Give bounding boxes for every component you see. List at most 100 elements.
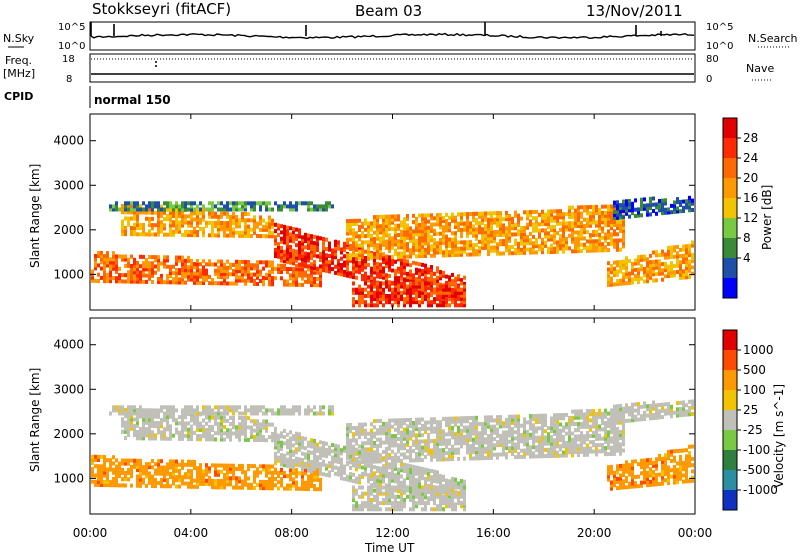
heatmap-cell	[166, 465, 169, 470]
heatmap-cell	[298, 435, 301, 440]
heatmap-cell	[400, 446, 403, 451]
heatmap-cell	[253, 218, 256, 223]
heatmap-cell	[172, 465, 175, 470]
heatmap-cell	[418, 420, 421, 425]
heatmap-cell	[304, 273, 307, 278]
heatmap-cell	[253, 422, 256, 427]
heatmap-cell	[244, 416, 247, 420]
heatmap-cell	[151, 477, 154, 482]
heatmap-cell	[397, 473, 400, 478]
heatmap-cell	[538, 247, 541, 252]
heatmap-cell	[658, 253, 661, 258]
heatmap-cell	[616, 200, 619, 205]
heatmap-cell	[454, 276, 457, 281]
heatmap-cell	[439, 429, 442, 434]
heatmap-cell	[370, 447, 373, 452]
heatmap-cell	[217, 428, 220, 433]
heatmap-cell	[424, 445, 427, 450]
heatmap-cell	[472, 249, 475, 254]
heatmap-cell	[220, 463, 223, 468]
heatmap-cell	[451, 504, 454, 509]
heatmap-cell	[175, 226, 178, 231]
heatmap-cell	[292, 408, 295, 413]
heatmap-cell	[103, 257, 106, 262]
heatmap-cell	[355, 231, 358, 236]
heatmap-cell	[355, 429, 358, 433]
heatmap-cell	[115, 279, 118, 284]
heatmap-cell	[250, 485, 253, 490]
heatmap-cell	[334, 456, 337, 461]
heatmap-cell	[364, 453, 367, 458]
heatmap-cell	[613, 282, 616, 287]
heatmap-cell	[271, 464, 274, 469]
heatmap-cell	[484, 230, 487, 235]
heatmap-cell	[205, 415, 208, 420]
heatmap-cell	[622, 222, 625, 227]
heatmap-cell	[274, 483, 277, 488]
heatmap-cell	[475, 243, 478, 247]
heatmap-cell	[355, 290, 358, 295]
heatmap-cell	[202, 481, 205, 486]
heatmap-cell	[220, 275, 223, 280]
heatmap-cell	[199, 424, 202, 429]
heatmap-cell	[418, 433, 421, 438]
heatmap-cell	[631, 211, 634, 216]
heatmap-cell	[373, 281, 376, 286]
heatmap-cell	[463, 249, 466, 254]
heatmap-cell	[598, 242, 601, 247]
heatmap-cell	[169, 223, 172, 228]
heatmap-cell	[676, 263, 679, 268]
heatmap-cell	[250, 218, 253, 223]
heatmap-cell	[241, 278, 244, 283]
heatmap-cell	[451, 240, 454, 245]
heatmap-cell	[475, 236, 478, 241]
heatmap-cell	[118, 254, 121, 259]
heatmap-cell	[211, 482, 214, 486]
heatmap-cell	[166, 280, 169, 285]
heatmap-cell	[355, 243, 358, 248]
heatmap-cell	[451, 218, 454, 223]
heatmap-cell	[220, 415, 223, 420]
heatmap-cell	[508, 217, 511, 221]
heatmap-cell	[397, 421, 400, 426]
heatmap-cell	[196, 230, 199, 234]
heatmap-cell	[376, 261, 379, 266]
heatmap-cell	[403, 484, 406, 489]
heatmap-cell	[208, 466, 211, 471]
heatmap-cell	[268, 279, 271, 284]
heatmap-cell	[532, 241, 535, 246]
heatmap-cell	[253, 476, 256, 481]
heatmap-cell	[439, 457, 442, 462]
heatmap-cell	[250, 408, 253, 413]
heatmap-cell	[364, 422, 367, 427]
heatmap-cell	[418, 254, 421, 259]
heatmap-cell	[412, 477, 415, 482]
heatmap-cell	[523, 229, 526, 233]
heatmap-cell	[121, 219, 124, 224]
heatmap-cell	[136, 433, 139, 438]
heatmap-cell	[436, 491, 439, 496]
heatmap-cell	[364, 294, 367, 298]
heatmap-cell	[595, 223, 598, 228]
heatmap-cell	[481, 230, 484, 235]
heatmap-cell	[457, 294, 460, 298]
heatmap-cell	[94, 464, 97, 469]
heatmap-cell	[445, 297, 448, 302]
heatmap-cell	[307, 408, 310, 413]
heatmap-cell	[667, 210, 670, 215]
heatmap-cell	[616, 209, 619, 214]
heatmap-cell	[151, 270, 154, 275]
heatmap-cell	[124, 458, 127, 463]
heatmap-cell	[142, 430, 145, 435]
heatmap-cell	[178, 223, 181, 228]
heatmap-cell	[160, 280, 163, 285]
heatmap-cell	[454, 441, 457, 446]
heatmap-cell	[148, 276, 151, 281]
heatmap-cell	[292, 443, 295, 448]
heatmap-cell	[130, 264, 133, 268]
heatmap-cell	[637, 213, 640, 218]
heatmap-cell	[397, 276, 400, 281]
heatmap-cell	[427, 213, 430, 218]
heatmap-cell	[424, 454, 427, 459]
heatmap-cell	[526, 216, 529, 221]
